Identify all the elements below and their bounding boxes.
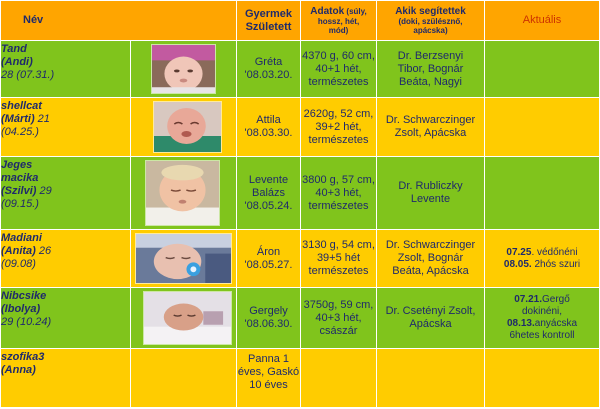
data-cell: 2620g, 52 cm, 39+2 hét, természetes [300,97,377,157]
photo-cell [130,287,237,349]
header-akik: Akik segítettek (doki, szülésznő, apácsk… [376,0,485,41]
baby-photo [151,44,216,94]
photo-cell [130,40,237,98]
table-row: Jeges macika (Szilvi) 29 (09.15.) [0,156,600,230]
header-adatok: Adatok (súly, hossz, hét, mód) [300,0,377,41]
table-row: Madiani (Anita) 26 (09.08) [0,229,600,288]
aktualis-cell: 07.21.Gergő dokinéni, 08.13.anyácska 6he… [484,287,600,349]
helpers-cell: Dr. Berzsenyi Tibor, Bognár Beáta, Nagyi [376,40,485,98]
child-cell: Gergely '08.06.30. [236,287,301,349]
aktualis-cell [484,97,600,157]
helpers-cell [376,348,485,408]
table-row: Tand (Andi) 28 (07.31.) [0,40,600,98]
baby-photo [153,101,222,153]
child-cell: Áron '08.05.27. [236,229,301,288]
aktualis-cell [484,348,600,408]
header-aktualis: Aktuális [484,0,600,41]
name-cell: Nibcsike (Ibolya) 29 (10.24) [0,287,131,349]
helpers-cell: Dr. Schwarczinger Zsolt, Bognár Beáta, Apá… [376,229,485,288]
baby-photo [143,291,232,345]
name-cell: szofika3 (Anna) [0,348,131,408]
data-cell: 3750g, 59 cm, 40+3 hét, császár [300,287,377,349]
child-cell: Gréta '08.03.20. [236,40,301,98]
photo-cell [130,156,237,230]
data-cell: 3130 g, 54 cm, 39+5 hét természetes [300,229,377,288]
photo-cell [130,97,237,157]
name-cell: Tand (Andi) 28 (07.31.) [0,40,131,98]
aktualis-cell: 07.25. védőnéni 08.05. 2hós szuri [484,229,600,288]
data-cell: 3800 g, 57 cm, 40+3 hét, természetes [300,156,377,230]
helpers-cell: Dr. Schwarczinger Zsolt, Apácska [376,97,485,157]
aktualis-cell [484,40,600,98]
table-row: szofika3 (Anna) Panna 1 éves, Gaskó 10 éve… [0,348,600,408]
helpers-cell: Dr. Rubliczky Levente [376,156,485,230]
child-cell: Attila '08.03.30. [236,97,301,157]
header-nev: Név [0,0,237,41]
photo-cell [130,229,237,288]
baby-photo [145,160,220,226]
photo-cell [130,348,237,408]
child-cell: Levente Balázs '08.05.24. [236,156,301,230]
helpers-cell: Dr. Csetényi Zsolt, Apácska [376,287,485,349]
table-row: shellcat (Márti) 21 (04.25.) A [0,97,600,157]
child-cell: Panna 1 éves, Gaskó 10 éves [236,348,301,408]
name-cell: Jeges macika (Szilvi) 29 (09.15.) [0,156,131,230]
data-cell: 4370 g, 60 cm, 40+1 hét, természetes [300,40,377,98]
table-row: Nibcsike (Ibolya) 29 (10.24) G [0,287,600,349]
data-cell [300,348,377,408]
name-cell: shellcat (Márti) 21 (04.25.) [0,97,131,157]
aktualis-cell [484,156,600,230]
name-cell: Madiani (Anita) 26 (09.08) [0,229,131,288]
header-row: Név Gyermek Született Adatok (súly, hoss… [0,0,600,41]
header-gyermek: Gyermek Született [236,0,301,41]
baby-photo [135,233,232,284]
